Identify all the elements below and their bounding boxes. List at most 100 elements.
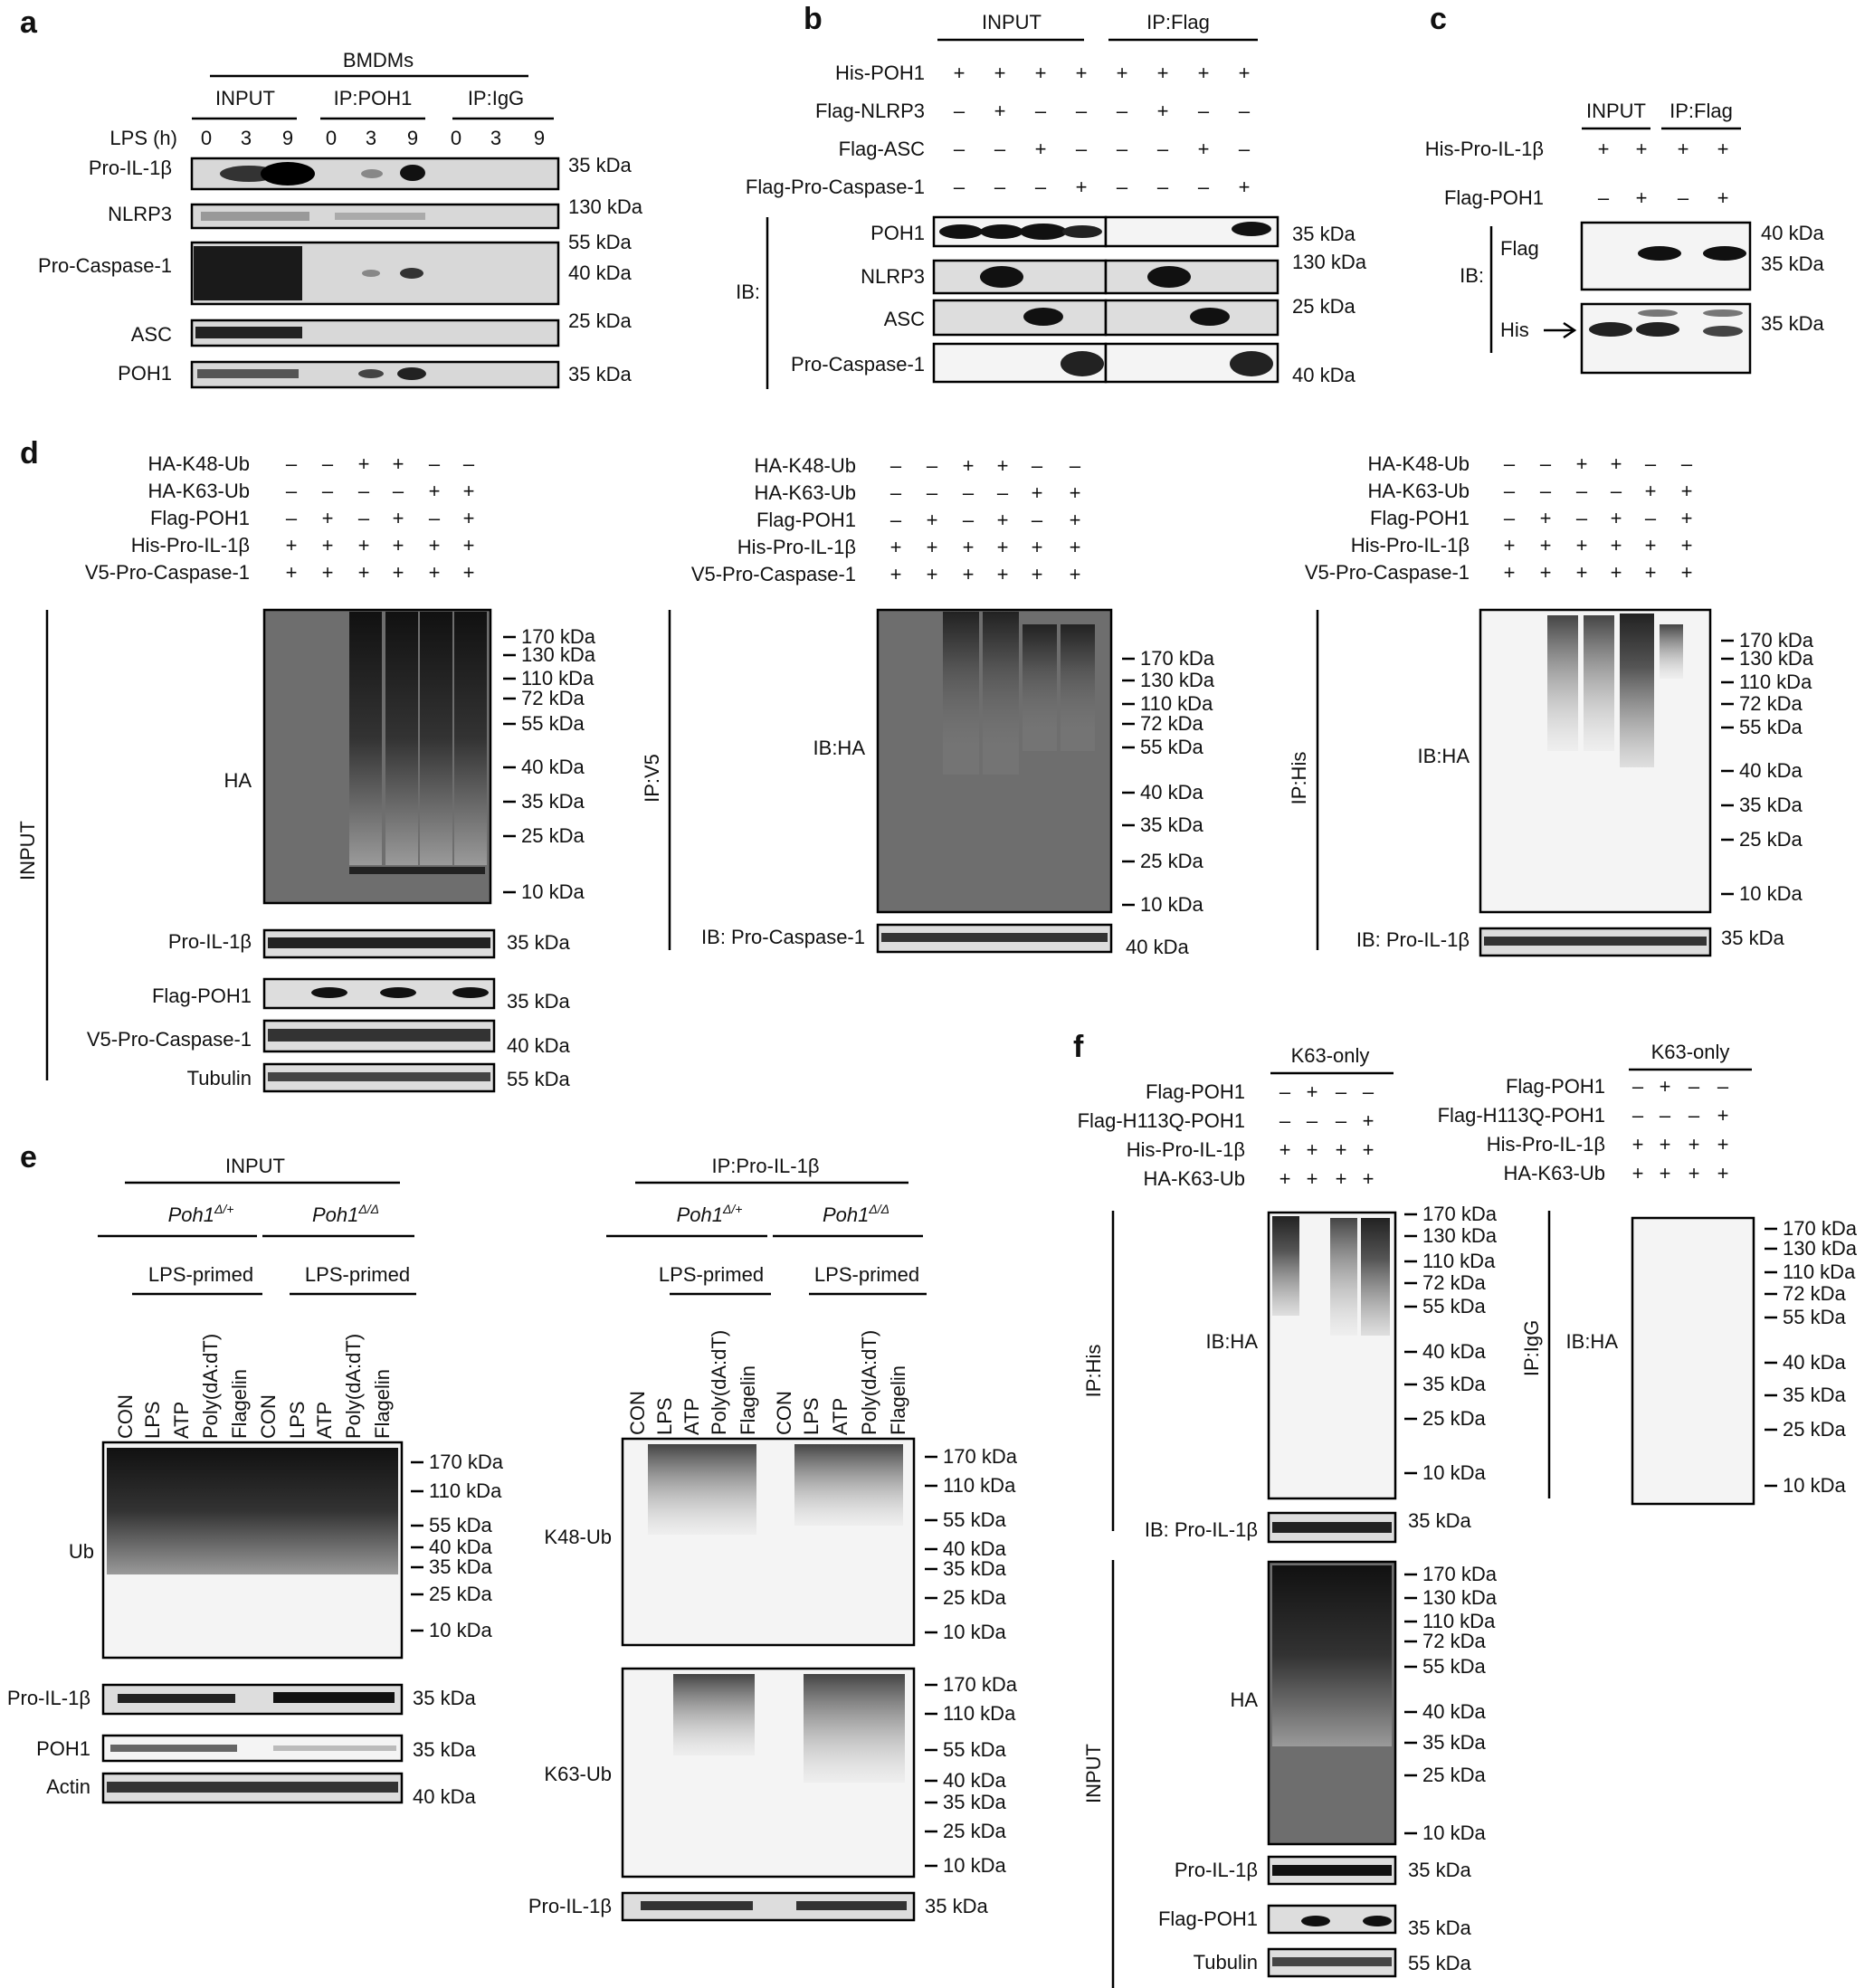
e2-lane: CON bbox=[773, 1391, 795, 1435]
f-ipigg-label: IP:IgG bbox=[1520, 1320, 1543, 1376]
d2-sign: + bbox=[1070, 563, 1081, 585]
a-mw: 55 kDa bbox=[568, 231, 632, 253]
f2-marker: 25 kDa bbox=[1783, 1418, 1846, 1441]
d2-sign: – bbox=[963, 509, 975, 531]
f2-sign: + bbox=[1632, 1133, 1644, 1156]
e1-marker: 25 kDa bbox=[429, 1583, 492, 1605]
d1-marker: 170 kDa bbox=[521, 625, 596, 648]
d2-sign: + bbox=[997, 536, 1009, 558]
d-mw: 40 kDa bbox=[507, 1034, 570, 1057]
f-band bbox=[1301, 1916, 1330, 1926]
e2-lane: CON bbox=[626, 1391, 649, 1435]
c-band bbox=[1703, 246, 1746, 261]
f2-sign: + bbox=[1689, 1162, 1700, 1184]
f1-sign: + bbox=[1336, 1138, 1347, 1161]
d2-sign: + bbox=[890, 563, 902, 585]
f3-marker: 25 kDa bbox=[1422, 1764, 1486, 1786]
b-sign: + bbox=[1239, 176, 1251, 198]
d-smear bbox=[1584, 615, 1614, 751]
a-band bbox=[195, 327, 302, 338]
d1-sign: + bbox=[393, 452, 404, 475]
f-blot-label-tubulin: Tubulin bbox=[1194, 1951, 1258, 1974]
d3-marker: 130 kDa bbox=[1739, 647, 1814, 670]
e-mw: 35 kDa bbox=[925, 1895, 988, 1917]
d3-sign: – bbox=[1504, 480, 1516, 502]
a-mw: 35 kDa bbox=[568, 363, 632, 385]
f2-marker: 72 kDa bbox=[1783, 1282, 1846, 1305]
b-band bbox=[1232, 222, 1271, 236]
d2-row-label: HA-K48-Ub bbox=[755, 454, 856, 477]
c-band bbox=[1589, 322, 1632, 337]
b-band bbox=[1061, 351, 1104, 376]
e1-marker: 35 kDa bbox=[429, 1555, 492, 1578]
f2-sign: – bbox=[1660, 1104, 1671, 1127]
e-ip-lane-labels: CON LPS ATP Poly(dA:dT) Flagelin CON LPS ATP Pol… bbox=[626, 1330, 909, 1435]
d1-sign: – bbox=[286, 452, 298, 475]
f2-sign: + bbox=[1717, 1162, 1729, 1184]
d1-sign: + bbox=[322, 534, 334, 556]
f1-sign: – bbox=[1336, 1109, 1347, 1132]
f1-marker: 130 kDa bbox=[1422, 1224, 1498, 1247]
f2-row-label: His-Pro-IL-1β bbox=[1487, 1133, 1605, 1156]
e-blot-label-pro-il1b: Pro-IL-1β bbox=[7, 1687, 90, 1709]
f2-sign: – bbox=[1689, 1075, 1700, 1098]
d-band bbox=[1484, 937, 1707, 946]
b-sign: + bbox=[994, 100, 1006, 122]
b-sign: + bbox=[1076, 62, 1088, 84]
d1-sign: + bbox=[393, 561, 404, 584]
b-row-label: His-POH1 bbox=[835, 62, 925, 84]
panel-b: b INPUT IP:Flag His-POH1 + + + + + + + + Flag-NLR… bbox=[736, 2, 1367, 389]
f1-sign: + bbox=[1363, 1138, 1375, 1161]
d2-sign: – bbox=[927, 481, 938, 504]
c-group-ipflag: IP:Flag bbox=[1669, 100, 1733, 122]
e-blot-label-actin: Actin bbox=[46, 1775, 90, 1798]
e2a-marker: 40 kDa bbox=[943, 1537, 1006, 1560]
e2b-marker: 55 kDa bbox=[943, 1738, 1006, 1761]
b-band bbox=[1147, 266, 1191, 288]
d2-marker: 110 kDa bbox=[1140, 692, 1213, 715]
e-mw: 35 kDa bbox=[413, 1687, 476, 1709]
b-band bbox=[1230, 351, 1273, 376]
f3-marker: 130 kDa bbox=[1422, 1586, 1498, 1609]
d2-marker: 170 kDa bbox=[1140, 647, 1215, 670]
d3-sign: + bbox=[1611, 452, 1622, 475]
d3-sign: + bbox=[1681, 507, 1693, 529]
e1-marker: 40 kDa bbox=[429, 1536, 492, 1558]
f-mw: 35 kDa bbox=[1408, 1859, 1471, 1881]
d2-sign: + bbox=[997, 563, 1009, 585]
d1-sign: + bbox=[286, 561, 298, 584]
e1-marker: 10 kDa bbox=[429, 1619, 492, 1641]
e2-lane: Flagelin bbox=[737, 1365, 759, 1435]
c-band bbox=[1636, 322, 1679, 337]
d2-sign: – bbox=[1032, 509, 1043, 531]
c-sign: + bbox=[1717, 186, 1729, 209]
d2-marker: 40 kDa bbox=[1140, 781, 1203, 804]
d1-sign: – bbox=[429, 452, 441, 475]
f1-marker: 40 kDa bbox=[1422, 1340, 1486, 1363]
a-blot-label-poh1: POH1 bbox=[118, 362, 172, 385]
d2-sign: + bbox=[997, 509, 1009, 531]
f-ipigg-rows: Flag-POH1– + – –Flag-H113Q-POH1– – – +His-Pro-… bbox=[1438, 1075, 1729, 1184]
a-band bbox=[201, 212, 309, 221]
f2-marker: 110 kDa bbox=[1783, 1260, 1856, 1283]
f1-sign: – bbox=[1279, 1080, 1291, 1103]
e2-lane: LPS bbox=[653, 1397, 676, 1435]
f3-marker: 35 kDa bbox=[1422, 1731, 1486, 1754]
d1-marker: 130 kDa bbox=[521, 643, 596, 666]
d1-row-label: V5-Pro-Caspase-1 bbox=[85, 561, 250, 584]
d2-sign: + bbox=[1070, 509, 1081, 531]
e-ip-primed-1: LPS-primed bbox=[659, 1263, 764, 1286]
e2-lane: LPS bbox=[800, 1397, 823, 1435]
d3-marker: 25 kDa bbox=[1739, 828, 1803, 851]
f-mw: 35 kDa bbox=[1408, 1509, 1471, 1532]
panel-letter-c: c bbox=[1430, 2, 1447, 36]
a-time: 0 bbox=[451, 127, 461, 149]
a-group-input: INPUT bbox=[215, 87, 275, 109]
f1-marker: 25 kDa bbox=[1422, 1407, 1486, 1430]
e2b-marker: 35 kDa bbox=[943, 1791, 1006, 1813]
a-band bbox=[194, 246, 302, 300]
b-mw: 130 kDa bbox=[1292, 251, 1367, 273]
d2-sign: – bbox=[890, 454, 902, 477]
d3-sign: + bbox=[1681, 561, 1693, 584]
